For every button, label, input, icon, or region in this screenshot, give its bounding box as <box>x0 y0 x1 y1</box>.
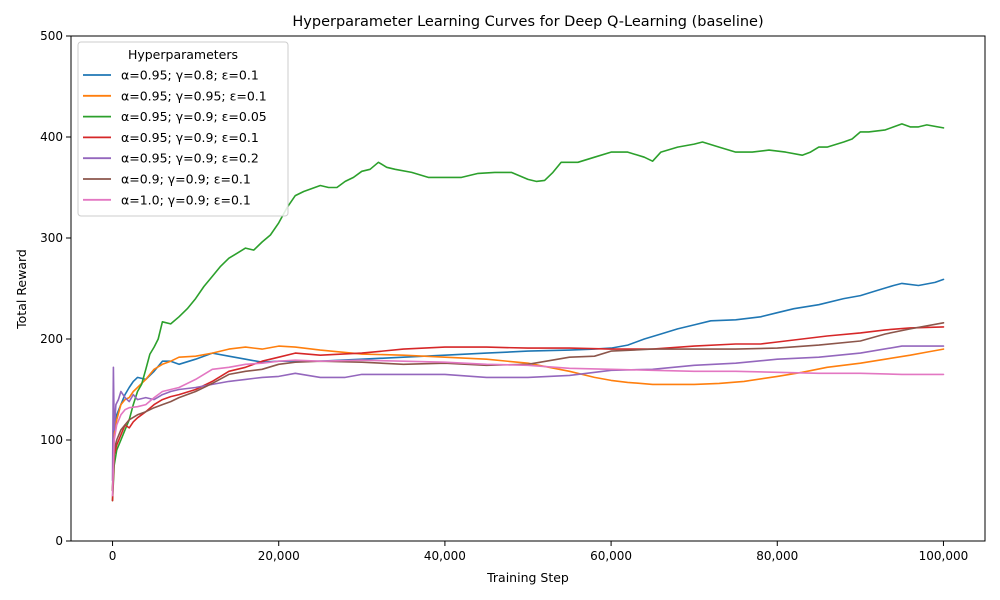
y-tick-label: 200 <box>40 332 63 346</box>
series-layer <box>111 123 945 502</box>
legend-entry: α=1.0; γ=0.9; ε=0.1 <box>121 192 251 207</box>
x-tick-label: 100,000 <box>919 549 969 563</box>
x-tick-label: 80,000 <box>756 549 798 563</box>
series-line-7 <box>111 359 945 497</box>
chart-title: Hyperparameter Learning Curves for Deep … <box>292 14 763 30</box>
x-tick-label: 60,000 <box>590 549 632 563</box>
y-tick-label: 300 <box>40 231 63 245</box>
legend-entry: α=0.95; γ=0.95; ε=0.1 <box>121 88 267 103</box>
y-tick-label: 500 <box>40 29 63 43</box>
y-axis-label: Total Reward <box>14 249 29 330</box>
y-tick-label: 100 <box>40 433 63 447</box>
series-line-6 <box>111 321 945 492</box>
x-tick-label: 20,000 <box>258 549 300 563</box>
x-tick-label: 0 <box>109 549 117 563</box>
plot-frame <box>70 35 986 542</box>
y-axis: 0 100 200 300 400 500 <box>40 29 71 548</box>
y-tick-label: 0 <box>55 534 63 548</box>
legend: Hyperparameters α=0.95; γ=0.8; ε=0.1α=0.… <box>77 41 289 217</box>
legend-entry: α=0.95; γ=0.8; ε=0.1 <box>121 68 259 83</box>
legend-items: α=0.95; γ=0.8; ε=0.1 α=0.95; γ=0.95; ε=0.… <box>83 68 267 207</box>
series-line-2 <box>111 345 945 492</box>
y-tick-label: 400 <box>40 130 63 144</box>
legend-entry: α=0.9; γ=0.9; ε=0.1 <box>121 172 251 187</box>
legend-title: Hyperparameters <box>128 47 238 62</box>
series-line-1 <box>111 278 945 492</box>
legend-box <box>77 41 289 217</box>
series-line-3 <box>111 123 945 502</box>
x-axis: 0 20,000 40,000 60,000 80,000 100,000 <box>109 541 969 563</box>
series-line-4 <box>111 326 945 502</box>
x-tick-label: 40,000 <box>424 549 466 563</box>
x-axis-label: Training Step <box>486 570 569 585</box>
legend-entry: α=0.95; γ=0.9; ε=0.1 <box>121 130 259 145</box>
series-line-5 <box>111 345 945 482</box>
legend-entry: α=0.95; γ=0.9; ε=0.2 <box>121 151 259 166</box>
legend-entry: α=0.95; γ=0.9; ε=0.05 <box>121 109 267 124</box>
